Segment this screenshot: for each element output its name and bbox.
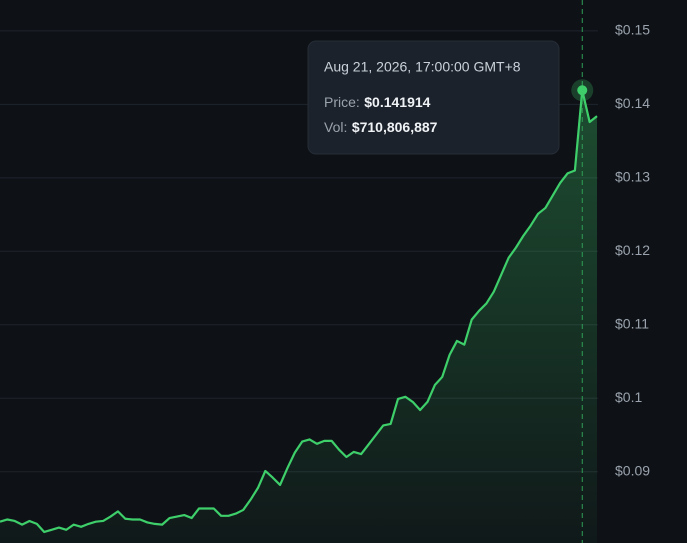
y-tick-label: $0.12 bbox=[615, 242, 650, 258]
hover-point bbox=[577, 85, 588, 96]
tooltip-vol: Vol: $710,806,887 bbox=[324, 119, 438, 137]
plot bbox=[0, 0, 598, 543]
tooltip-date: Aug 21, 2026, 17:00:00 GMT+8 bbox=[324, 59, 521, 75]
tooltip-price: Price: $0.141914 bbox=[324, 94, 431, 112]
y-tick-label: $0.11 bbox=[615, 315, 649, 331]
tooltip-price-value: $0.141914 bbox=[364, 94, 430, 110]
tooltip-price-key: Price: bbox=[324, 94, 360, 110]
area bbox=[0, 90, 597, 543]
tooltip: Aug 21, 2026, 17:00:00 GMT+8 Price: $0.1… bbox=[307, 40, 560, 155]
y-tick-label: $0.13 bbox=[615, 169, 650, 185]
tooltip-vol-key: Vol: bbox=[324, 119, 347, 135]
y-tick-label: $0.09 bbox=[615, 462, 650, 478]
tooltip-box bbox=[307, 40, 560, 155]
y-tick-label: $0.1 bbox=[615, 389, 642, 405]
y-tick-label: $0.15 bbox=[615, 22, 650, 38]
price-line bbox=[0, 89, 598, 534]
y-axis: $0.09 $0.1 $0.11 $0.12 $0.13 $0.14 $0.15 bbox=[615, 22, 650, 479]
y-tick-label: $0.14 bbox=[615, 95, 650, 111]
tooltip-vol-value: $710,806,887 bbox=[352, 119, 438, 135]
